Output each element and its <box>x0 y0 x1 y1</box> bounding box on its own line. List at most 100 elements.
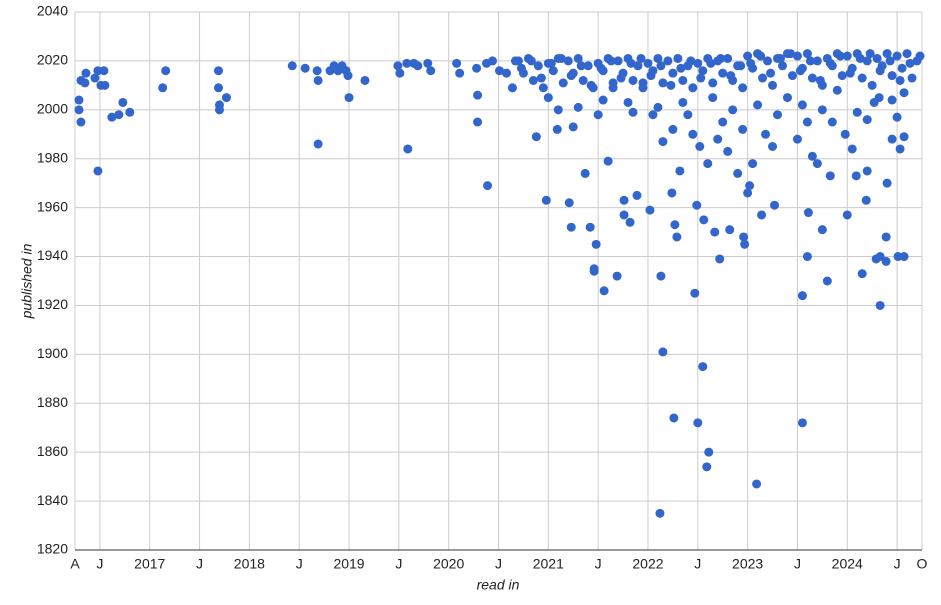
y-tick-label: 1980 <box>37 149 68 165</box>
point <box>214 105 224 115</box>
point <box>882 178 892 188</box>
point <box>807 73 817 83</box>
point <box>777 61 787 71</box>
point <box>623 97 633 107</box>
point <box>686 56 696 66</box>
point <box>638 83 648 93</box>
point <box>892 51 902 61</box>
y-tick-label: 2000 <box>37 101 68 117</box>
point <box>566 222 576 232</box>
x-tick-label: J <box>894 556 901 572</box>
point <box>100 80 110 90</box>
y-tick-label: 1860 <box>37 443 68 459</box>
point <box>683 110 693 120</box>
point <box>865 49 875 59</box>
point <box>74 95 84 105</box>
point <box>81 68 91 78</box>
point <box>80 78 90 88</box>
point <box>840 129 850 139</box>
point <box>690 288 700 298</box>
x-tick-label: 2022 <box>632 556 663 572</box>
x-tick-label: 2017 <box>134 556 165 572</box>
point <box>817 105 827 115</box>
point <box>494 66 504 76</box>
point <box>531 132 541 142</box>
point <box>695 142 705 151</box>
point <box>776 53 786 63</box>
point <box>875 66 885 76</box>
point <box>313 139 323 149</box>
point <box>862 115 872 125</box>
point <box>915 51 925 61</box>
point <box>773 110 783 120</box>
point <box>161 66 171 76</box>
point <box>645 205 655 215</box>
point <box>713 134 723 144</box>
point <box>857 269 867 279</box>
point <box>782 93 792 103</box>
point <box>875 300 885 310</box>
point <box>766 68 776 78</box>
point <box>842 51 852 61</box>
point <box>785 49 795 59</box>
point <box>675 166 685 176</box>
point <box>693 58 703 68</box>
point <box>758 73 768 83</box>
point <box>603 156 613 166</box>
point <box>648 110 658 120</box>
point <box>591 239 601 249</box>
point <box>739 232 749 242</box>
x-tick-label: 2023 <box>732 556 763 572</box>
point <box>825 171 835 181</box>
point <box>708 78 718 88</box>
point <box>852 107 862 117</box>
point <box>855 53 865 63</box>
point <box>723 53 733 63</box>
point <box>566 71 576 81</box>
point <box>118 97 128 107</box>
point <box>553 105 563 115</box>
point <box>905 58 915 68</box>
point <box>802 252 812 262</box>
point <box>728 105 738 115</box>
point <box>472 63 482 73</box>
point <box>672 232 682 242</box>
point <box>656 61 666 71</box>
point <box>546 58 556 68</box>
point <box>851 171 861 181</box>
point <box>473 90 483 100</box>
point <box>733 168 743 178</box>
point <box>740 239 750 249</box>
point <box>881 232 891 242</box>
point <box>90 73 100 83</box>
x-tick-label: O <box>917 556 928 572</box>
point <box>887 134 897 144</box>
point <box>797 418 807 428</box>
point <box>678 97 688 107</box>
point <box>221 93 231 103</box>
point <box>812 56 822 66</box>
point <box>768 80 778 90</box>
point <box>663 56 673 66</box>
point <box>538 83 548 93</box>
point <box>887 95 897 105</box>
point <box>563 56 573 66</box>
point <box>802 117 812 127</box>
point <box>343 71 353 81</box>
point <box>585 222 595 232</box>
y-tick-label: 1820 <box>37 541 68 557</box>
y-tick-label: 1880 <box>37 394 68 410</box>
point <box>573 53 583 63</box>
point <box>887 71 897 81</box>
point <box>874 93 884 103</box>
point <box>892 112 902 122</box>
point <box>655 508 665 518</box>
point <box>825 58 835 68</box>
x-tick-label: 2019 <box>333 556 364 572</box>
point <box>300 63 310 73</box>
point <box>628 107 638 117</box>
point <box>743 188 753 198</box>
x-tick-label: J <box>495 556 502 572</box>
point <box>797 100 807 110</box>
